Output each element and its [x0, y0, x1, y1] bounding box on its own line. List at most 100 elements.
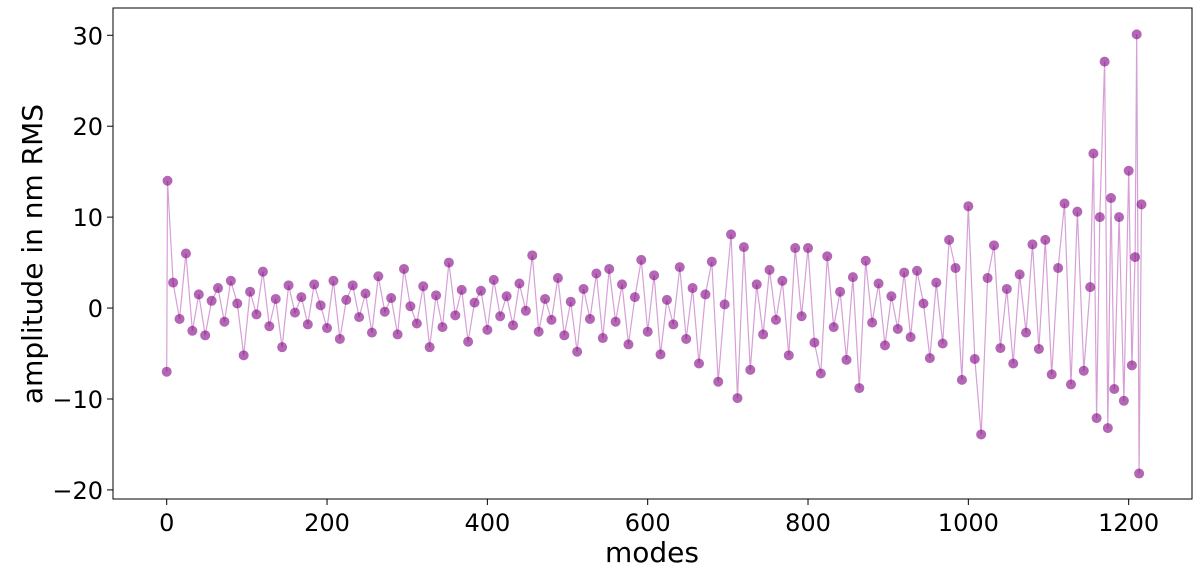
data-point: [322, 323, 333, 334]
data-point: [546, 314, 557, 325]
data-point: [277, 342, 288, 353]
data-point: [726, 229, 737, 240]
data-point: [219, 316, 230, 327]
data-point: [1033, 343, 1044, 354]
data-point: [1014, 269, 1025, 280]
data-point: [944, 234, 955, 245]
data-point: [206, 295, 217, 306]
data-point: [456, 284, 467, 295]
data-point: [687, 283, 698, 294]
data-point: [1065, 379, 1076, 390]
y-tick-label: −10: [52, 386, 103, 414]
data-point: [437, 322, 448, 333]
data-point: [514, 278, 525, 289]
data-point: [213, 283, 224, 294]
data-point: [168, 277, 179, 288]
data-point: [905, 332, 916, 343]
data-point: [315, 300, 326, 311]
data-point: [341, 294, 352, 305]
data-point: [873, 278, 884, 289]
data-point: [1106, 193, 1117, 204]
data-point: [976, 429, 987, 440]
data-point: [379, 306, 390, 317]
data-point: [591, 268, 602, 279]
data-point: [450, 310, 461, 321]
data-point: [732, 393, 743, 404]
data-point: [475, 285, 486, 296]
data-point: [302, 319, 313, 330]
data-point: [815, 368, 826, 379]
data-point: [629, 292, 640, 303]
data-point: [931, 277, 942, 288]
data-point: [162, 175, 173, 186]
data-point: [1078, 365, 1089, 376]
data-point: [892, 323, 903, 334]
x-tick-label: 400: [464, 509, 510, 537]
data-point: [674, 262, 685, 273]
data-point: [822, 251, 833, 262]
data-point: [193, 289, 204, 300]
data-point: [809, 337, 820, 348]
data-point: [161, 366, 172, 377]
data-point: [860, 255, 871, 266]
x-tick-label: 600: [625, 509, 671, 537]
data-point: [988, 240, 999, 251]
data-point: [469, 297, 480, 308]
data-point: [956, 374, 967, 385]
y-tick-label: 10: [72, 204, 103, 232]
data-point: [328, 275, 339, 286]
data-point: [617, 279, 628, 290]
x-tick-label: 1200: [1098, 509, 1159, 537]
data-point: [995, 343, 1006, 354]
data-point: [693, 358, 704, 369]
data-point: [867, 317, 878, 328]
data-point: [783, 350, 794, 361]
data-point: [283, 280, 294, 291]
data-point: [225, 275, 236, 286]
data-point: [623, 339, 634, 350]
data-point: [1046, 369, 1057, 380]
data-point: [597, 333, 608, 344]
data-point: [649, 270, 660, 281]
data-point: [386, 293, 397, 304]
y-tick-label: −20: [52, 477, 103, 505]
data-point: [751, 279, 762, 290]
data-point: [1008, 358, 1019, 369]
data-point: [918, 298, 929, 309]
data-point: [264, 321, 275, 332]
data-point: [700, 289, 711, 300]
data-point: [835, 286, 846, 297]
data-point: [1126, 360, 1137, 371]
data-point: [1040, 234, 1051, 245]
data-point: [963, 201, 974, 212]
data-point: [501, 291, 512, 302]
data-point: [982, 273, 993, 284]
data-point: [200, 330, 211, 341]
data-point: [1059, 198, 1070, 209]
data-point: [398, 263, 409, 274]
data-point: [937, 338, 948, 349]
data-point: [745, 364, 756, 375]
data-point: [520, 305, 531, 316]
data-point: [354, 312, 365, 323]
data-point: [296, 292, 307, 303]
data-point: [552, 273, 563, 284]
data-point: [187, 325, 198, 336]
data-point: [540, 293, 551, 304]
data-point: [245, 286, 256, 297]
data-point: [334, 333, 345, 344]
data-point: [488, 274, 499, 285]
data-point: [764, 264, 775, 275]
data-point: [636, 254, 647, 265]
data-point: [1136, 199, 1147, 210]
data-point: [841, 354, 852, 365]
data-point: [1053, 263, 1064, 274]
data-point: [495, 311, 506, 322]
data-point: [1131, 29, 1142, 40]
data-point: [392, 329, 403, 340]
data-point: [1091, 413, 1102, 424]
data-point: [758, 329, 769, 340]
data-point: [270, 293, 281, 304]
data-point: [527, 250, 538, 261]
